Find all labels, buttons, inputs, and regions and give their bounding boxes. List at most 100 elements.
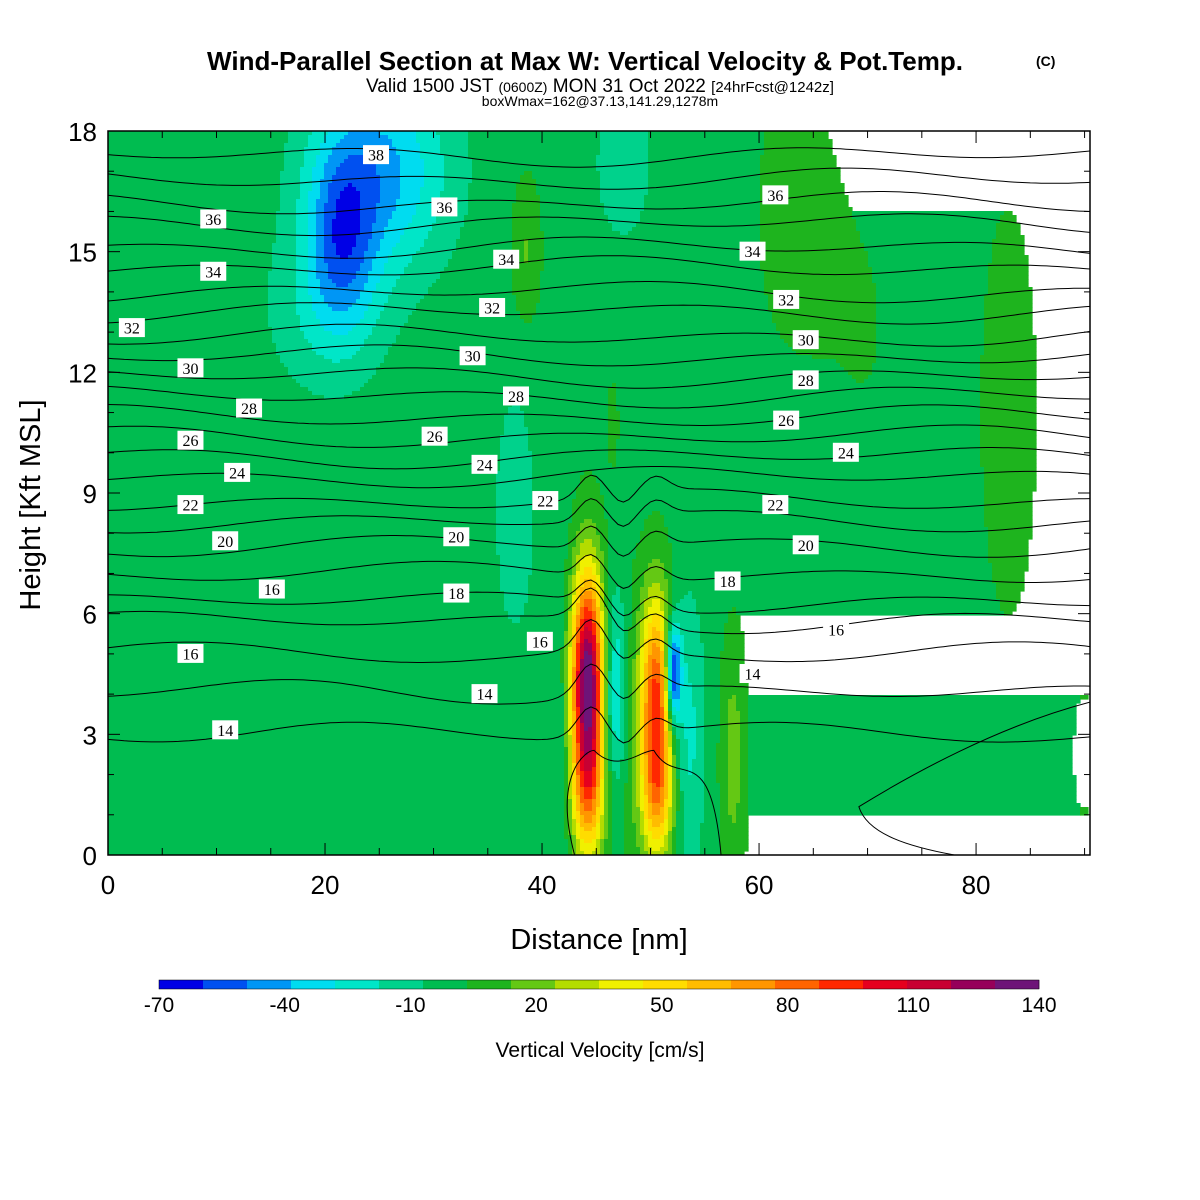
w-cell [984,491,1033,496]
w-cell [672,543,989,548]
w-cell [676,719,697,724]
w-cell [648,183,761,188]
w-cell [620,643,625,648]
w-cell [516,191,537,196]
w-cell [584,807,593,812]
w-cell [356,323,377,328]
w-cell [668,819,673,824]
w-cell [108,431,505,436]
w-cell [684,799,705,804]
w-cell [600,543,609,548]
w-cell [108,567,501,572]
w-cell [572,583,577,588]
w-cell [536,303,769,308]
w-cell [580,667,585,672]
w-cell [572,627,577,632]
w-cell [444,159,473,164]
w-cell [608,555,637,560]
w-cell [692,699,705,704]
w-cell [704,675,721,680]
w-cell [384,227,405,232]
w-cell [452,251,513,256]
w-cell [640,667,645,672]
w-cell [872,279,989,284]
w-cell [660,695,665,700]
w-cell [672,691,681,696]
w-cell [528,579,565,584]
w-cell [644,203,761,208]
w-cell [568,767,573,772]
w-cell [860,231,997,236]
w-cell [984,331,1033,336]
w-cell [108,639,565,644]
w-cell [316,267,329,272]
w-cell [760,187,845,192]
w-cell [596,723,601,728]
w-cell [980,391,1037,396]
w-cell [468,211,513,216]
w-cell [604,507,985,512]
w-cell [672,763,677,768]
w-cell [584,583,593,588]
w-cell [672,655,677,660]
w-cell [324,219,333,224]
w-cell [532,523,569,528]
w-cell [676,655,681,660]
w-cell [788,343,877,348]
w-cell [672,699,681,704]
w-cell [580,599,585,604]
w-cell [608,411,621,416]
w-cell [716,775,729,780]
w-cell [676,779,681,784]
w-cell [628,655,637,660]
w-cell [672,735,677,740]
w-cell [392,343,789,348]
w-cell [664,611,669,616]
w-cell [288,367,377,372]
w-cell [108,579,501,584]
w-cell [720,675,749,680]
w-cell [608,439,617,444]
w-cell [632,607,641,612]
w-cell [668,655,673,660]
w-cell [632,727,637,732]
w-cell [608,551,637,556]
w-cell [540,283,765,288]
w-cell [856,223,997,228]
w-cell [432,227,461,232]
w-cell [624,603,633,608]
w-cell [580,527,597,532]
w-cell [748,763,1073,768]
w-cell [660,675,665,680]
w-cell [640,775,645,780]
w-cell [984,303,1033,308]
w-cell [764,147,833,152]
w-cell [636,787,641,792]
w-cell [568,763,573,768]
w-cell [580,695,585,700]
w-cell [568,759,573,764]
w-cell [600,175,649,180]
contour-label: 14 [217,723,233,740]
w-cell [652,659,657,664]
w-cell [316,247,325,252]
w-cell [284,363,381,368]
w-cell [524,239,529,244]
w-cell [316,159,329,164]
w-cell [612,679,621,684]
w-cell [728,743,741,748]
w-cell [456,239,513,244]
w-cell [444,155,469,160]
w-cell [500,435,529,440]
w-cell [604,743,609,748]
w-cell [600,607,605,612]
w-cell [448,259,513,264]
w-cell [624,831,637,836]
w-cell [660,835,665,840]
w-cell [580,563,597,568]
w-cell [644,599,653,604]
w-cell [272,259,297,264]
w-cell [652,663,661,668]
w-cell [672,615,701,620]
w-cell [268,279,297,284]
